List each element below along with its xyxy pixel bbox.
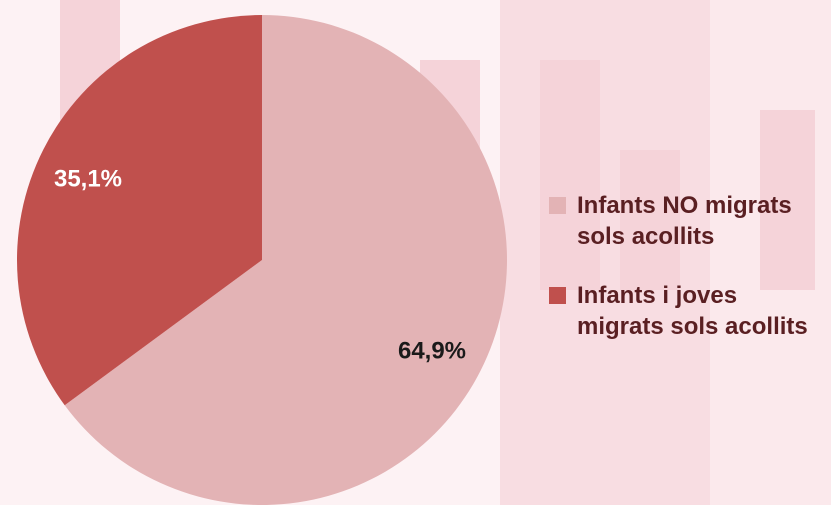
pie-slice-labels: 64,9% 35,1% <box>54 165 466 364</box>
pie-slice-1 <box>64 15 508 505</box>
legend-label-line1: Infants NO migrats <box>577 192 792 219</box>
pie-slice-label-2: 35,1% <box>54 165 122 192</box>
legend-item-migrats: Infants i joves migrats sols acollits <box>549 280 831 342</box>
legend-label-line2: sols acollits <box>577 223 715 250</box>
pie-slice-2 <box>17 14 262 406</box>
pie-slice-label-1: 64,9% <box>398 337 466 364</box>
legend-swatch-no-migrats <box>549 197 566 214</box>
pie-slices <box>17 14 508 505</box>
legend-label-line1: Infants i joves <box>577 282 738 309</box>
legend-item-no-migrats: Infants NO migrats sols acollits <box>549 190 831 252</box>
legend-swatch-migrats <box>549 287 566 304</box>
legend: Infants NO migrats sols acollits Infants… <box>549 190 831 370</box>
legend-label-line2: migrats sols acollits <box>577 313 808 340</box>
